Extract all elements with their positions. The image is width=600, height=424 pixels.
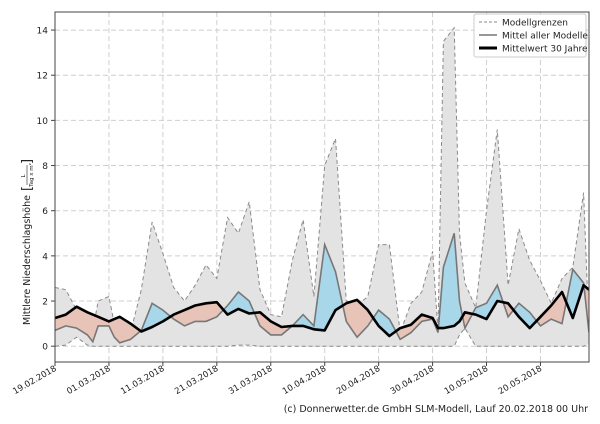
y-tick-label: 0: [42, 343, 48, 353]
y-axis-title: Mittlere Niederschlagshöhe: [22, 195, 33, 325]
y-tick-label: 14: [37, 27, 49, 37]
legend-label-model-mean: Mittel aller Modelle: [502, 32, 588, 42]
x-tick-label: 20.05.2018: [497, 364, 544, 397]
x-tick-label: 21.03.2018: [173, 364, 220, 397]
y-axis: 0 2 4 6 8 10 12 14: [37, 27, 55, 353]
y-tick-label: 8: [42, 162, 48, 172]
model-range-lower-line: [55, 327, 589, 347]
x-axis: 19.02.2018 01.03.2018 11.03.2018 21.03.2018…: [11, 362, 544, 397]
unit-numerator: L: [21, 174, 27, 178]
copyright-footer: (c) Donnerwetter.de GmbH SLM-Modell, Lau…: [283, 404, 588, 415]
x-tick-label: 10.04.2018: [281, 364, 328, 397]
x-tick-label: 10.05.2018: [443, 364, 490, 397]
x-tick-label: 20.04.2018: [335, 364, 382, 397]
x-tick-label: 19.02.2018: [11, 364, 58, 397]
unit-denominator: Tag x m²: [28, 163, 35, 188]
x-tick-label: 01.03.2018: [65, 364, 112, 397]
y-tick-label: 6: [42, 207, 48, 217]
y-tick-label: 4: [42, 252, 48, 262]
legend-label-range: Modellgrenzen: [502, 19, 568, 29]
x-tick-label: 11.03.2018: [119, 364, 166, 397]
bracket-close: ]: [20, 159, 35, 164]
legend: Modellgrenzen Mittel aller Modelle Mitte…: [473, 13, 588, 58]
y-axis-label: Mittlere Niederschlagshöhe [ L Tag x m² …: [20, 159, 35, 325]
y-tick-label: 10: [37, 117, 49, 127]
plot-frame: [54, 11, 590, 363]
climate-mean-line: [55, 283, 589, 338]
model-mean-line: [55, 233, 589, 344]
x-tick-label: 31.03.2018: [227, 364, 274, 397]
x-tick-label: 30.04.2018: [389, 364, 436, 397]
bracket-open: [: [20, 186, 35, 191]
y-tick-label: 12: [37, 72, 48, 82]
legend-label-climate-mean: Mittelwert 30 Jahre: [502, 45, 588, 55]
y-tick-label: 2: [42, 298, 48, 308]
